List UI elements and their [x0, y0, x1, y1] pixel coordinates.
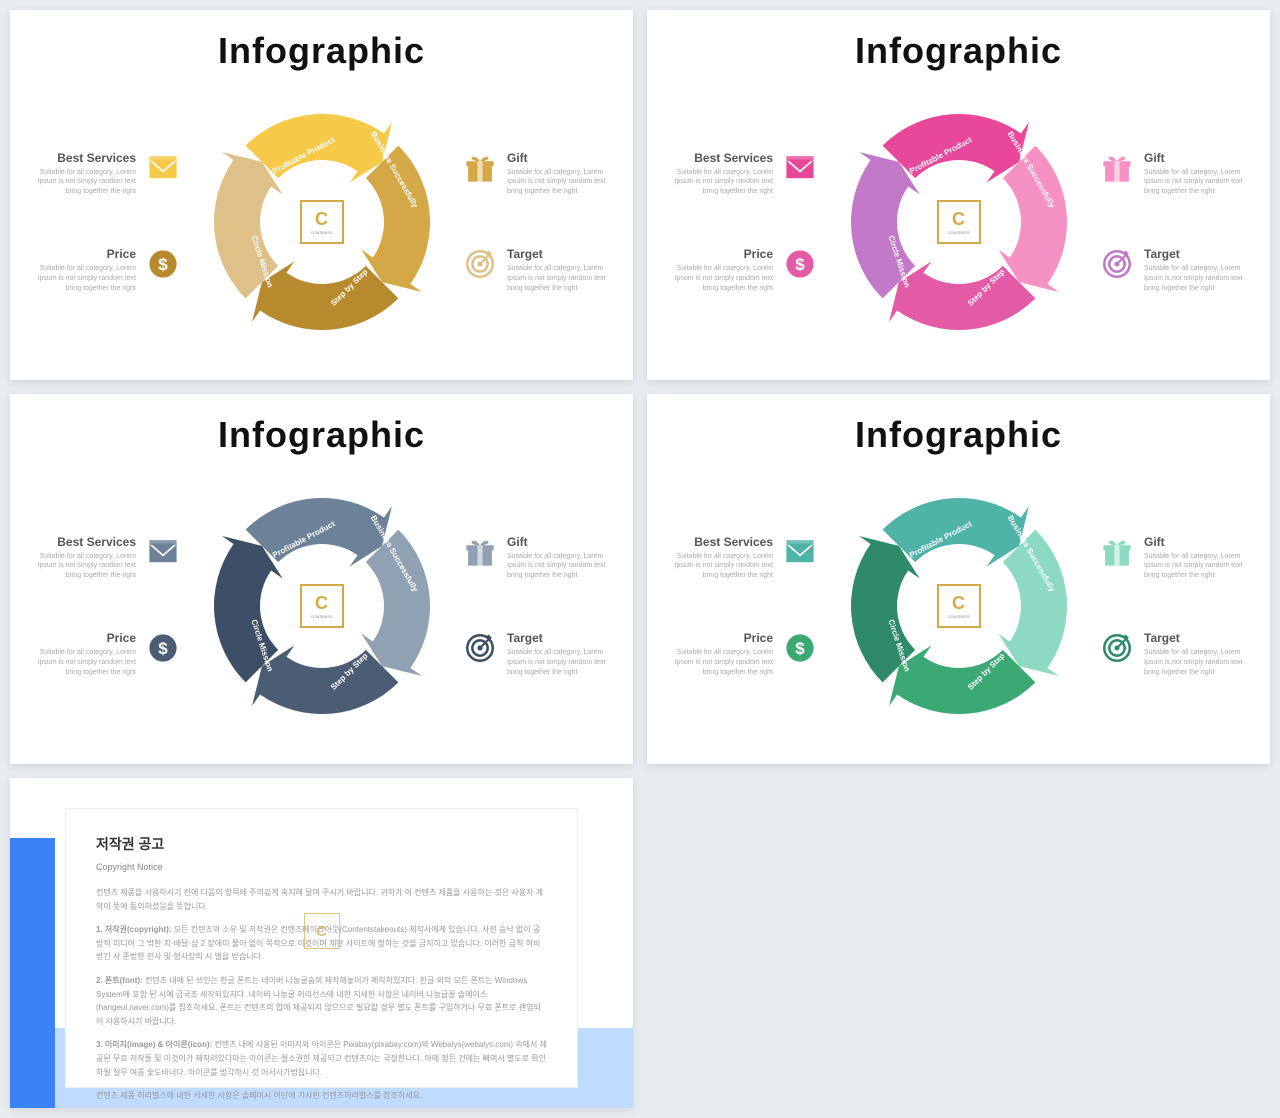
item-title: Target [507, 247, 613, 261]
cycle-diagram: CCONTENTS Profitable ProductBusiness Suc… [207, 491, 437, 721]
envelope-icon [146, 151, 180, 185]
envelope-icon [146, 535, 180, 569]
item-gift: Gift Suitable for all category, Lorem Ips… [1100, 535, 1250, 581]
notice-para: 3. 이미지(image) & 아이콘(icon): 컨텐츠 내에 사용된 이미… [96, 1038, 547, 1079]
item-target: Target Suitable for all category, Lorem I… [1100, 631, 1250, 677]
item-gift: Gift Suitable for all category, Lorem Ips… [1100, 151, 1250, 197]
center-logo: CCONTENTS [300, 584, 344, 628]
item-desc: Suitable for all category, Lorem Ipsum i… [667, 264, 773, 293]
item-title: Target [1144, 247, 1250, 261]
item-best-services: Best Services Suitable for all category, … [30, 535, 180, 581]
item-title: Gift [1144, 151, 1250, 165]
item-target: Target Suitable for all category, Lorem I… [463, 247, 613, 293]
item-desc: Suitable for all category, Lorem Ipsum i… [507, 264, 613, 293]
item-desc: Suitable for all category, Lorem Ipsum i… [1144, 264, 1250, 293]
item-best-services: Best Services Suitable for all category, … [667, 535, 817, 581]
envelope-icon [783, 151, 817, 185]
item-gift: Gift Suitable for all category, Lorem Ips… [463, 151, 613, 197]
item-title: Gift [1144, 535, 1250, 549]
notice-para: 2. 폰트(font): 컨텐츠 내에 된 쓰인는 한글 폰트는 네이버 나눔굴… [96, 974, 547, 1028]
notice-title-kr: 저작권 공고 [96, 834, 547, 854]
dollar-icon: $ [783, 247, 817, 281]
item-title: Price [30, 247, 136, 261]
notice-para: 컨텐츠 제품을 사용하시기 전에 다음의 항목에 주의깊게 숙지해 달며 주시기… [96, 886, 547, 913]
item-desc: Suitable for all category, Lorem Ipsum i… [30, 552, 136, 581]
item-title: Price [667, 247, 773, 261]
dollar-icon: $ [146, 631, 180, 665]
item-title: Gift [507, 151, 613, 165]
slide-title: Infographic [667, 30, 1250, 72]
item-desc: Suitable for all category, Lorem Ipsum i… [507, 552, 613, 581]
item-desc: Suitable for all category, Lorem Ipsum i… [507, 168, 613, 197]
item-title: Gift [507, 535, 613, 549]
bg-blue [10, 838, 55, 1108]
item-title: Best Services [667, 535, 773, 549]
center-logo: C [304, 913, 340, 949]
item-desc: Suitable for all category, Lorem Ipsum i… [1144, 552, 1250, 581]
slide-title: Infographic [30, 30, 613, 72]
cycle-diagram: CCONTENTS Profitable ProductBusiness Suc… [844, 107, 1074, 337]
cycle-diagram: CCONTENTS Profitable ProductBusiness Suc… [207, 107, 437, 337]
item-price: $ Price Suitable for all category, Lorem … [30, 631, 180, 677]
infographic-slide: Infographic Best Services Suitable for al… [647, 394, 1270, 764]
item-title: Price [667, 631, 773, 645]
svg-text:$: $ [795, 255, 805, 274]
item-title: Target [507, 631, 613, 645]
item-desc: Suitable for all category, Lorem Ipsum i… [1144, 168, 1250, 197]
notice-title-en: Copyright Notice [96, 862, 547, 872]
item-price: $ Price Suitable for all category, Lorem … [667, 247, 817, 293]
item-gift: Gift Suitable for all category, Lorem Ips… [463, 535, 613, 581]
envelope-icon [783, 535, 817, 569]
item-price: $ Price Suitable for all category, Lorem … [30, 247, 180, 293]
gift-icon [1100, 151, 1134, 185]
infographic-slide: Infographic Best Services Suitable for al… [647, 10, 1270, 380]
item-best-services: Best Services Suitable for all category, … [30, 151, 180, 197]
gift-icon [1100, 535, 1134, 569]
dollar-icon: $ [146, 247, 180, 281]
infographic-slide: Infographic Best Services Suitable for al… [10, 10, 633, 380]
item-desc: Suitable for all category, Lorem Ipsum i… [30, 168, 136, 197]
slide-title: Infographic [667, 414, 1250, 456]
item-target: Target Suitable for all category, Lorem I… [1100, 247, 1250, 293]
notice-para: 컨텐츠 제품 허리별스에 내한 서세한 사항은 솔페미시 어단에 기사한 컨텐츠… [96, 1089, 547, 1103]
target-icon [1100, 247, 1134, 281]
center-logo: CCONTENTS [937, 200, 981, 244]
target-icon [1100, 631, 1134, 665]
item-desc: Suitable for all category, Lorem Ipsum i… [1144, 648, 1250, 677]
gift-icon [463, 151, 497, 185]
item-title: Best Services [30, 151, 136, 165]
item-title: Best Services [30, 535, 136, 549]
item-target: Target Suitable for all category, Lorem I… [463, 631, 613, 677]
gift-icon [463, 535, 497, 569]
item-best-services: Best Services Suitable for all category, … [667, 151, 817, 197]
slide-title: Infographic [30, 414, 613, 456]
item-title: Price [30, 631, 136, 645]
infographic-slide: Infographic Best Services Suitable for al… [10, 394, 633, 764]
center-logo: CCONTENTS [300, 200, 344, 244]
item-desc: Suitable for all category, Lorem Ipsum i… [30, 648, 136, 677]
notice-content: 저작권 공고 Copyright Notice 컨텐츠 제품을 사용하시기 전에… [65, 808, 578, 1088]
svg-text:$: $ [158, 255, 168, 274]
target-icon [463, 631, 497, 665]
item-desc: Suitable for all category, Lorem Ipsum i… [507, 648, 613, 677]
item-price: $ Price Suitable for all category, Lorem … [667, 631, 817, 677]
svg-text:$: $ [795, 639, 805, 658]
item-desc: Suitable for all category, Lorem Ipsum i… [30, 264, 136, 293]
target-icon [463, 247, 497, 281]
center-logo: CCONTENTS [937, 584, 981, 628]
item-title: Best Services [667, 151, 773, 165]
item-desc: Suitable for all category, Lorem Ipsum i… [667, 168, 773, 197]
item-desc: Suitable for all category, Lorem Ipsum i… [667, 552, 773, 581]
svg-text:$: $ [158, 639, 168, 658]
item-desc: Suitable for all category, Lorem Ipsum i… [667, 648, 773, 677]
cycle-diagram: CCONTENTS Profitable ProductBusiness Suc… [844, 491, 1074, 721]
dollar-icon: $ [783, 631, 817, 665]
copyright-notice-slide: 저작권 공고 Copyright Notice 컨텐츠 제품을 사용하시기 전에… [10, 778, 633, 1108]
item-title: Target [1144, 631, 1250, 645]
